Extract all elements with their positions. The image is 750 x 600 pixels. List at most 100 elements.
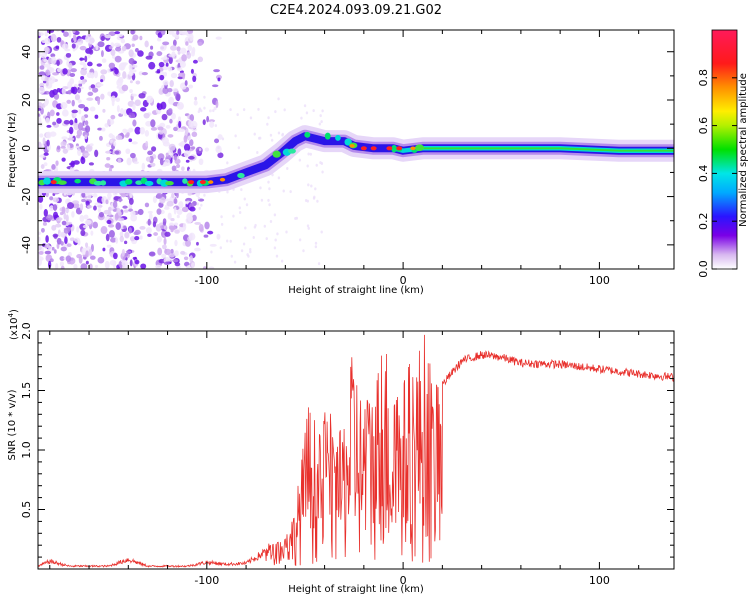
noise-blob (198, 158, 204, 166)
noise-blob (180, 250, 186, 255)
noise-blob (249, 247, 252, 251)
noise-blob (113, 141, 117, 147)
noise-blob (78, 83, 83, 87)
noise-blob (49, 196, 54, 201)
noise-blob (59, 256, 65, 262)
ridge-hotspot (74, 178, 81, 184)
noise-blob (244, 226, 247, 230)
noise-blob (302, 249, 305, 253)
noise-blob (131, 43, 135, 48)
noise-blob (43, 162, 48, 167)
noise-blob (54, 223, 62, 228)
noise-blob (79, 61, 86, 66)
noise-blob (134, 229, 141, 235)
noise-blob (117, 198, 123, 202)
noise-blob (52, 121, 57, 126)
noise-blob (106, 244, 112, 248)
noise-blob (167, 134, 174, 138)
noise-blob (84, 120, 89, 126)
noise-blob (184, 80, 188, 87)
noise-blob (217, 146, 220, 150)
noise-blob (289, 190, 292, 194)
x-tick-label: 100 (589, 574, 610, 587)
noise-blob (160, 101, 167, 110)
noise-blob (80, 75, 85, 81)
noise-blob (44, 31, 49, 37)
noise-blob (72, 30, 76, 34)
noise-blob (174, 222, 179, 226)
noise-blob (132, 34, 139, 41)
noise-blob (249, 250, 252, 254)
noise-blob (253, 132, 256, 136)
noise-blob (139, 126, 146, 135)
ridge-peak (370, 146, 377, 151)
noise-blob (44, 46, 50, 52)
noise-blob (48, 57, 52, 65)
noise-blob (306, 164, 309, 168)
noise-blob (128, 112, 135, 119)
noise-blob (143, 112, 150, 119)
noise-blob (169, 79, 174, 88)
noise-blob (185, 159, 190, 163)
noise-blob (181, 31, 189, 36)
noise-blob (132, 103, 136, 111)
noise-blob (77, 122, 84, 131)
noise-blob (94, 114, 99, 119)
noise-blob (229, 108, 232, 112)
noise-blob (38, 51, 41, 59)
ridge-hotspot (93, 180, 103, 186)
y-tick-label: 1.5 (20, 382, 33, 400)
noise-blob (159, 44, 167, 52)
noise-blob (120, 192, 127, 198)
noise-blob (66, 226, 72, 232)
noise-blob (270, 138, 274, 142)
colorbar: 0.0 0.2 0.4 0.6 0.8 Normalized spectral ampl… (697, 29, 749, 278)
noise-blob (159, 122, 166, 128)
ridge-hotspot (135, 180, 143, 185)
noise-blob (137, 50, 144, 57)
noise-blob (63, 31, 69, 37)
noise-blob (68, 126, 74, 135)
noise-blob (237, 146, 241, 150)
noise-blob (65, 255, 72, 262)
noise-blob (280, 259, 284, 263)
y-tick-label: 0.5 (20, 501, 33, 519)
noise-blob (108, 207, 112, 212)
noise-blob (214, 138, 220, 144)
y-tick-label: -40 (20, 236, 33, 254)
noise-blob (73, 123, 79, 131)
noise-blob (97, 207, 101, 214)
noise-blob (121, 248, 125, 257)
noise-blob (107, 118, 111, 126)
noise-blob (313, 195, 316, 199)
noise-blob (77, 239, 81, 246)
noise-blob (182, 222, 187, 231)
snr-series-line (38, 334, 674, 568)
noise-blob (97, 97, 101, 105)
noise-blob (56, 112, 60, 116)
ridge-hotspot (415, 144, 425, 151)
noise-blob (66, 99, 72, 104)
noise-blob (158, 61, 165, 68)
noise-blob (286, 166, 289, 170)
noise-blob (84, 219, 92, 225)
noise-blob (56, 36, 62, 43)
noise-blob (65, 52, 72, 58)
noise-blob (273, 246, 277, 250)
noise-blob (188, 155, 195, 160)
noise-blob (126, 157, 132, 166)
noise-blob (170, 45, 177, 51)
noise-blob (60, 141, 67, 147)
noise-blob (176, 208, 183, 215)
noise-blob (212, 109, 215, 113)
noise-blob (38, 195, 44, 203)
noise-blob (41, 39, 47, 44)
noise-blob (225, 239, 229, 243)
noise-blob (138, 71, 144, 76)
y-tick-label: 2.0 (20, 322, 33, 340)
noise-blob (117, 211, 122, 216)
noise-blob (69, 237, 75, 242)
noise-blob (43, 208, 48, 217)
noise-blob (134, 259, 140, 265)
noise-blob (134, 235, 140, 241)
